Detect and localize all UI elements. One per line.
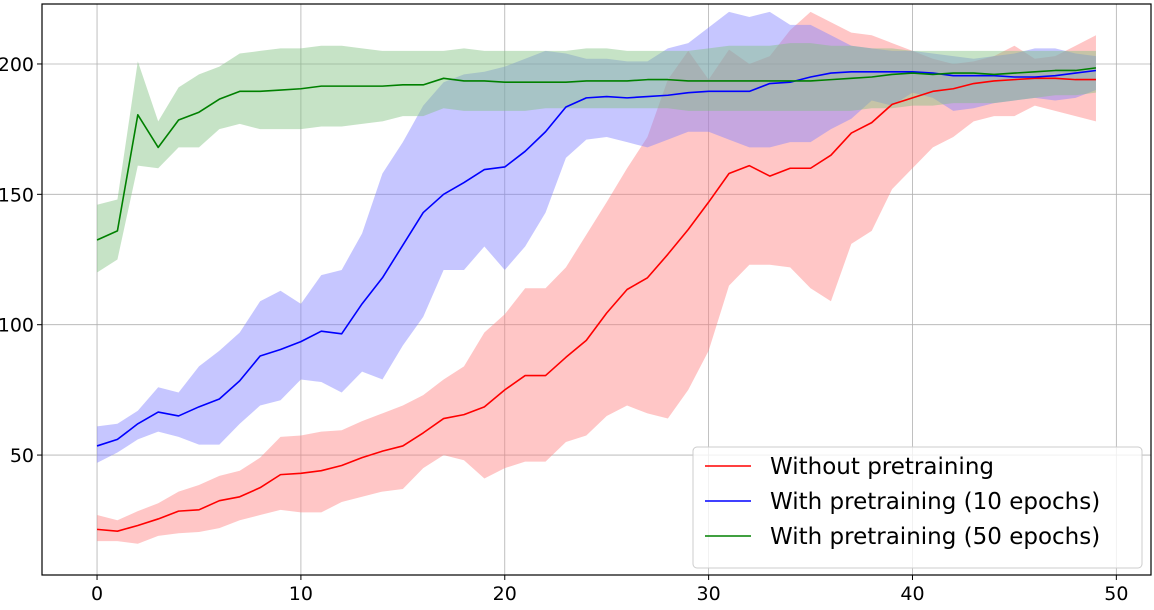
line-pretraining-10-epochs (96, 69, 1097, 447)
legend-box (692, 446, 1143, 569)
grid-lines (42, 4, 1151, 575)
legend-label-pretraining-10-epochs: With pretraining (10 epochs) (770, 489, 1100, 515)
legend-label-without-pretraining: Without pretraining (770, 454, 994, 480)
y-tick-label: 200 (0, 54, 34, 76)
line-without-pretraining (96, 77, 1096, 532)
x-tick-label: 50 (1104, 583, 1128, 605)
band-pretraining-10-epochs (97, 11, 1096, 463)
y-tick-label: 50 (10, 445, 34, 467)
band-pretraining-50-epochs (97, 43, 1096, 273)
series-lines (96, 67, 1097, 532)
line-pretraining-50-epochs (96, 67, 1097, 241)
y-tick-label: 150 (0, 184, 34, 206)
legend: Without pretraining With pretraining (10 … (692, 446, 1143, 569)
confidence-bands (97, 11, 1096, 544)
y-tick-label: 100 (0, 315, 34, 337)
tick-marks: 0 10 20 30 40 50 50 100 150 200 (0, 54, 1128, 605)
x-tick-label: 10 (289, 583, 313, 605)
x-tick-label: 30 (697, 583, 721, 605)
band-without-pretraining (97, 11, 1096, 544)
x-tick-label: 20 (493, 583, 517, 605)
x-tick-label: 0 (91, 583, 103, 605)
x-tick-label: 40 (900, 583, 924, 605)
legend-label-pretraining-50-epochs: With pretraining (50 epochs) (770, 524, 1100, 550)
plot-frame (41, 3, 1152, 576)
